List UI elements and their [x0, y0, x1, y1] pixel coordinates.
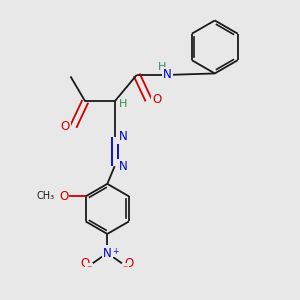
Text: N: N: [103, 247, 112, 260]
Text: O: O: [125, 257, 134, 270]
Text: H: H: [119, 99, 127, 110]
Text: ⁻: ⁻: [86, 264, 92, 274]
Text: ⁻: ⁻: [123, 264, 128, 274]
Text: +: +: [112, 247, 119, 256]
Text: H: H: [158, 62, 166, 72]
Text: O: O: [59, 190, 68, 203]
Text: N: N: [163, 68, 172, 81]
Text: N: N: [118, 130, 127, 143]
Text: N: N: [118, 160, 127, 173]
Text: O: O: [152, 93, 161, 106]
Text: CH₃: CH₃: [37, 191, 55, 201]
Text: O: O: [61, 120, 70, 133]
Text: O: O: [81, 257, 90, 270]
